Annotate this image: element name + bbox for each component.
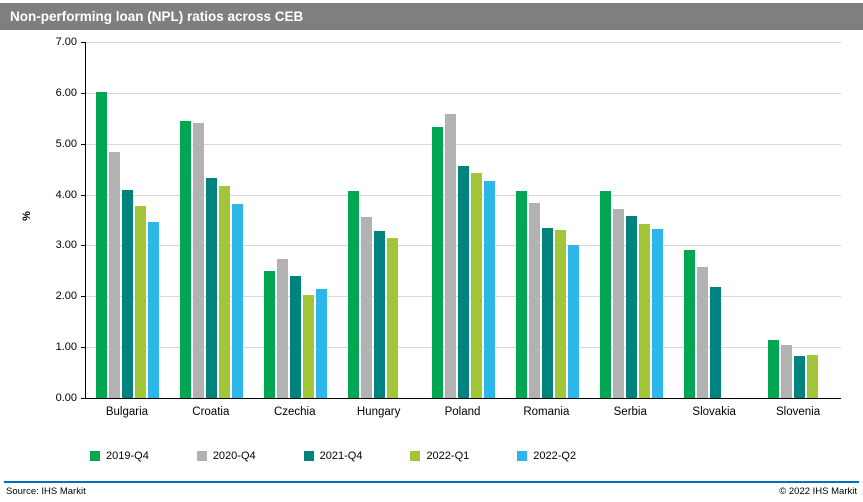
bar-czechia-2022-Q1 (303, 294, 315, 398)
footer-divider (4, 481, 859, 483)
x-category-label: Poland (444, 406, 481, 418)
bar-slovenia-2019-Q4 (767, 339, 779, 398)
bar-romania-2019-Q4 (515, 190, 527, 398)
legend-label: 2019-Q4 (106, 450, 149, 462)
bar-czechia-2022-Q2 (316, 288, 328, 398)
legend-label: 2021-Q4 (319, 450, 363, 462)
bar-hungary-2022-Q1 (387, 237, 399, 398)
bar-serbia-2022-Q1 (638, 224, 650, 398)
bar-croatia-2022-Q2 (232, 203, 244, 398)
y-axis-title: % (20, 211, 33, 221)
x-category-label: Hungary (356, 406, 401, 418)
bar-serbia-2020-Q4 (612, 209, 624, 398)
bar-hungary-2021-Q4 (374, 230, 386, 398)
bar-bulgaria-2021-Q4 (122, 189, 134, 398)
x-category-label: Croatia (192, 406, 230, 418)
bar-romania-2021-Q4 (541, 227, 553, 398)
x-category-label: Serbia (613, 406, 647, 418)
legend: 2019-Q4 2020-Q4 2021-Q4 2022-Q1 2022-Q2 (90, 450, 576, 462)
y-tick-label: 2.00 (55, 290, 77, 303)
x-category-label: Slovakia (692, 406, 736, 418)
bar-slovenia-2021-Q4 (793, 356, 805, 398)
bar-bulgaria-2020-Q4 (109, 152, 121, 398)
bar-romania-2022-Q2 (567, 245, 579, 398)
bar-slovakia-2020-Q4 (696, 266, 708, 398)
plot-area (85, 42, 841, 399)
legend-swatch-icon (410, 451, 421, 461)
legend-label: 2022-Q2 (533, 450, 577, 462)
bar-croatia-2022-Q1 (219, 186, 231, 398)
x-category-label: Bulgaria (105, 406, 149, 418)
y-tick-mark (81, 143, 85, 145)
bar-serbia-2021-Q4 (625, 216, 637, 398)
y-tick-label: 7.00 (55, 36, 77, 48)
bar-serbia-2022-Q2 (651, 229, 663, 398)
legend-label: 2022-Q1 (426, 450, 470, 462)
gridline (86, 92, 841, 94)
y-tick-label: 3.00 (55, 239, 77, 252)
bar-slovenia-2022-Q1 (806, 354, 818, 398)
y-tick-mark (81, 347, 85, 349)
legend-swatch-icon (303, 451, 314, 461)
gridline (86, 143, 841, 145)
bar-poland-2022-Q1 (471, 172, 482, 398)
y-tick-mark (81, 245, 85, 247)
bar-czechia-2019-Q4 (264, 270, 276, 398)
y-tick-mark (81, 194, 85, 196)
bar-bulgaria-2019-Q4 (96, 92, 108, 398)
legend-item-2022-Q2: 2022-Q2 (517, 450, 576, 462)
x-category-label: Slovenia (775, 406, 821, 418)
bar-hungary-2019-Q4 (348, 191, 360, 398)
copyright-text: © 2022 IHS Markit (779, 486, 857, 497)
bar-slovenia-2020-Q4 (780, 345, 792, 398)
y-tick-mark (81, 92, 85, 94)
bar-romania-2022-Q1 (554, 230, 566, 398)
bar-bulgaria-2022-Q1 (135, 205, 147, 398)
bar-poland-2020-Q4 (445, 113, 456, 398)
chart-title: Non-performing loan (NPL) ratios across … (0, 3, 863, 30)
bar-poland-2022-Q2 (484, 180, 495, 398)
y-tick-label: 6.00 (55, 86, 77, 99)
source-text: Source: IHS Markit (6, 486, 86, 497)
bar-croatia-2021-Q4 (206, 178, 218, 398)
y-tick-mark (81, 296, 85, 298)
legend-item-2021-Q4: 2021-Q4 (303, 450, 363, 462)
legend-swatch-icon (196, 451, 207, 461)
bar-poland-2021-Q4 (458, 165, 469, 398)
bar-croatia-2019-Q4 (180, 120, 192, 398)
y-tick-label: 0.00 (55, 392, 77, 404)
legend-item-2020-Q4: 2020-Q4 (196, 450, 256, 462)
gridline (86, 42, 841, 43)
y-tick-label: 5.00 (55, 137, 77, 150)
bar-poland-2019-Q4 (432, 127, 443, 398)
y-tick-label: 1.00 (55, 341, 77, 354)
legend-item-2022-Q1: 2022-Q1 (410, 450, 469, 462)
bar-bulgaria-2022-Q2 (148, 222, 160, 398)
bar-slovakia-2021-Q4 (709, 287, 721, 398)
bar-hungary-2020-Q4 (361, 217, 373, 398)
x-category-label: Romania (523, 406, 570, 418)
y-tick-mark (81, 42, 85, 43)
legend-swatch-icon (517, 451, 528, 461)
y-tick-mark (81, 398, 85, 399)
bar-croatia-2020-Q4 (193, 122, 205, 398)
bar-czechia-2021-Q4 (290, 276, 302, 398)
bar-serbia-2019-Q4 (599, 190, 611, 398)
bar-czechia-2020-Q4 (277, 258, 289, 398)
legend-item-2019-Q4: 2019-Q4 (90, 450, 149, 462)
y-tick-label: 4.00 (55, 188, 77, 201)
legend-swatch-icon (90, 451, 100, 461)
bar-romania-2020-Q4 (528, 203, 540, 398)
bar-slovakia-2019-Q4 (683, 250, 695, 398)
legend-label: 2020-Q4 (212, 450, 256, 462)
x-category-label: Czechia (273, 406, 316, 418)
